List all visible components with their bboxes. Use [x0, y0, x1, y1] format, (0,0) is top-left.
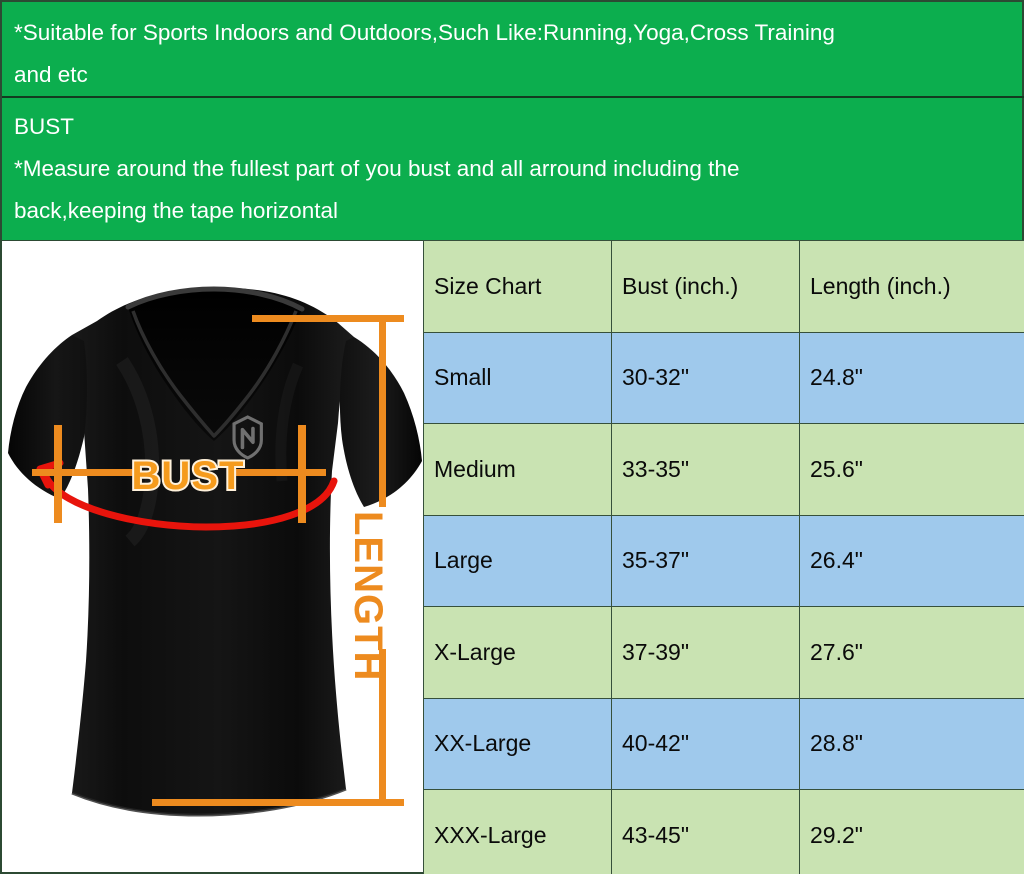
garment-illustration-panel: LENGTH BUST: [0, 240, 423, 874]
cell-length: 24.8": [799, 331, 1024, 424]
bust-instruction-line-2: back,keeping the tape horizontal: [14, 198, 338, 223]
bust-instruction-block: BUST *Measure around the fullest part of…: [2, 98, 1024, 242]
body-highlight-left: [116, 357, 160, 547]
cell-length: 27.6": [799, 606, 1024, 699]
bust-instruction-title: BUST: [14, 114, 75, 139]
instruction-header: *Suitable for Sports Indoors and Outdoor…: [0, 0, 1024, 240]
bust-measure-marker: BUST: [32, 425, 338, 531]
table-row: Large 35-37" 26.4": [423, 514, 1024, 607]
cell-size: XXX-Large: [423, 789, 612, 874]
usage-line-1: *Suitable for Sports Indoors and Outdoor…: [14, 20, 835, 45]
shirt-sleeve-left: [8, 335, 87, 499]
cell-bust: 37-39": [611, 606, 800, 699]
bust-line-right: [234, 469, 326, 476]
cell-length: 25.6": [799, 423, 1024, 516]
cell-bust: 40-42": [611, 697, 800, 790]
table-row: Medium 33-35" 25.6": [423, 423, 1024, 516]
body-highlight-right: [275, 362, 304, 482]
table-row: XXX-Large 43-45" 29.2": [423, 789, 1024, 874]
length-measure-marker: LENGTH: [152, 315, 404, 806]
header-cell-length: Length (inch.): [799, 240, 1024, 333]
cell-length: 28.8": [799, 697, 1024, 790]
bust-label: BUST: [132, 454, 245, 498]
table-header-row: Size Chart Bust (inch.) Length (inch.): [423, 240, 1024, 333]
header-cell-bust: Bust (inch.): [611, 240, 800, 333]
table-row: Small 30-32" 24.8": [423, 331, 1024, 424]
neck-vee-edge: [131, 310, 298, 438]
bust-instruction-line-1: *Measure around the fullest part of you …: [14, 156, 740, 181]
cell-size: XX-Large: [423, 697, 612, 790]
cell-bust: 33-35": [611, 423, 800, 516]
usage-instruction-block: *Suitable for Sports Indoors and Outdoor…: [2, 2, 1024, 98]
table-row: X-Large 37-39" 27.6": [423, 606, 1024, 699]
cell-size: Large: [423, 514, 612, 607]
brand-logo-icon: [232, 415, 263, 460]
shirt-diagram: LENGTH BUST: [8, 286, 422, 817]
cell-length: 26.4": [799, 514, 1024, 607]
cell-size: Small: [423, 331, 612, 424]
cell-bust: 30-32": [611, 331, 800, 424]
cell-size: Medium: [423, 423, 612, 516]
cell-length: 29.2": [799, 789, 1024, 874]
shirt-neck-opening: [128, 289, 302, 441]
size-chart-table: Size Chart Bust (inch.) Length (inch.) S…: [423, 240, 1024, 874]
bust-line-left: [32, 469, 139, 476]
table-row: XX-Large 40-42" 28.8": [423, 697, 1024, 790]
neck-binding: [125, 286, 305, 312]
tape-measure-arc: [42, 473, 338, 531]
length-label: LENGTH: [346, 511, 390, 681]
cell-bust: 35-37": [611, 514, 800, 607]
header-cell-size: Size Chart: [423, 240, 612, 333]
cell-size: X-Large: [423, 606, 612, 699]
cell-bust: 43-45": [611, 789, 800, 874]
usage-line-2: and etc: [14, 62, 88, 87]
